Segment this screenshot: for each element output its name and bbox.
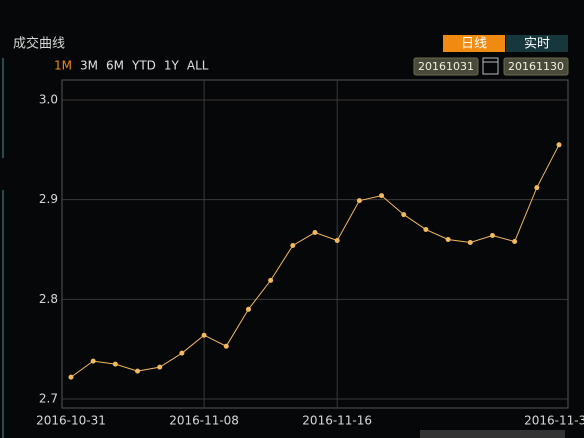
calendar-icon[interactable] xyxy=(482,57,499,75)
point xyxy=(90,358,96,364)
point xyxy=(223,343,229,349)
start-date[interactable]: 20161031 xyxy=(418,60,474,73)
x-tick-label: 2016-11-30 xyxy=(524,414,584,428)
y-tick-label: 2.9 xyxy=(39,192,58,206)
tab-button[interactable] xyxy=(443,35,505,52)
x-tick-label: 2016-10-31 xyxy=(36,414,106,428)
point xyxy=(401,212,407,218)
y-tick-label: 2.7 xyxy=(39,392,58,406)
range-button[interactable]: ALL xyxy=(187,59,209,73)
point xyxy=(201,332,207,338)
chart-title: 成交曲线 xyxy=(13,36,65,52)
point xyxy=(68,374,74,380)
point xyxy=(312,230,318,236)
y-tick-label: 3.0 xyxy=(39,92,58,106)
point xyxy=(512,239,518,245)
point xyxy=(135,368,141,374)
y-tick-label: 2.8 xyxy=(39,292,58,306)
range-button[interactable]: 6M xyxy=(106,59,124,73)
point xyxy=(157,364,163,370)
point xyxy=(445,237,451,243)
point xyxy=(556,142,562,148)
range-button[interactable]: 1M xyxy=(54,59,72,73)
point xyxy=(245,306,251,312)
point xyxy=(467,240,473,246)
x-tick-label: 2016-11-08 xyxy=(169,414,239,428)
point xyxy=(379,193,385,199)
range-button[interactable]: YTD xyxy=(131,59,156,73)
scrollbar[interactable] xyxy=(420,430,565,438)
tab-label[interactable]: 实时 xyxy=(524,37,550,52)
plot-frame xyxy=(61,79,569,409)
tab-label[interactable]: 日线 xyxy=(461,37,487,52)
date-box[interactable] xyxy=(503,57,569,76)
point xyxy=(112,361,118,367)
point xyxy=(489,233,495,239)
point xyxy=(290,242,296,248)
tab-button[interactable] xyxy=(506,35,568,52)
point xyxy=(268,277,274,283)
end-date[interactable]: 20161130 xyxy=(508,60,564,73)
point xyxy=(423,227,429,233)
range-button[interactable]: 1Y xyxy=(164,59,180,73)
point xyxy=(356,198,362,204)
point xyxy=(334,238,340,244)
date-box[interactable] xyxy=(413,57,479,76)
range-button[interactable]: 3M xyxy=(80,59,98,73)
point xyxy=(534,185,540,191)
x-tick-label: 2016-11-16 xyxy=(302,414,372,428)
point xyxy=(179,350,185,356)
